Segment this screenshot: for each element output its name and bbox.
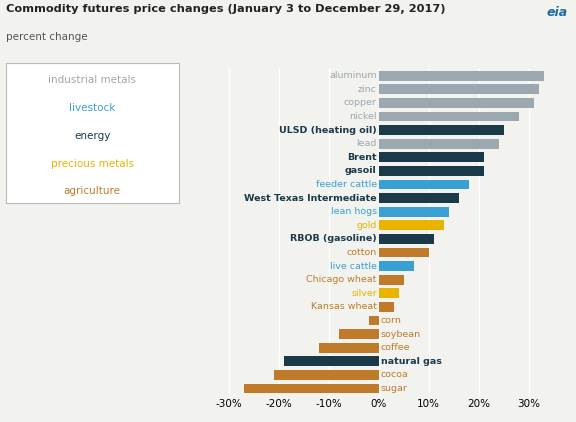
Bar (244, 384, 379, 393)
Text: aluminum: aluminum (329, 71, 377, 80)
Text: Commodity futures price changes (January 3 to December 29, 2017): Commodity futures price changes (January… (6, 4, 445, 14)
Bar (379, 139, 499, 149)
Text: industrial metals: industrial metals (48, 75, 136, 85)
Text: eia: eia (546, 6, 567, 19)
Text: coffee: coffee (381, 343, 410, 352)
Text: corn: corn (381, 316, 401, 325)
Bar (274, 370, 379, 380)
Bar (379, 248, 429, 257)
Bar (379, 98, 534, 108)
Text: Chicago wheat: Chicago wheat (306, 275, 377, 284)
Text: percent change: percent change (6, 32, 88, 42)
Text: lean hogs: lean hogs (331, 207, 377, 216)
Bar (379, 180, 469, 189)
Bar (379, 152, 484, 162)
Text: lead: lead (357, 139, 377, 148)
Text: zinc: zinc (358, 85, 377, 94)
Text: soybean: soybean (381, 330, 421, 338)
Bar (379, 220, 444, 230)
Text: agriculture: agriculture (64, 187, 120, 196)
Bar (379, 234, 434, 244)
Text: Brent: Brent (347, 153, 377, 162)
Text: cocoa: cocoa (381, 371, 409, 379)
Bar (379, 207, 449, 216)
Text: silver: silver (351, 289, 377, 298)
Text: feeder cattle: feeder cattle (316, 180, 377, 189)
Text: gasoil: gasoil (345, 166, 377, 176)
Text: sugar: sugar (381, 384, 408, 393)
Bar (319, 343, 379, 353)
Bar (379, 166, 484, 176)
Text: energy: energy (74, 131, 111, 141)
Text: cotton: cotton (347, 248, 377, 257)
Bar (379, 261, 414, 271)
Text: precious metals: precious metals (51, 159, 134, 168)
Bar (379, 84, 539, 94)
Text: ULSD (heating oil): ULSD (heating oil) (279, 126, 377, 135)
Bar (379, 275, 404, 284)
Text: Kansas wheat: Kansas wheat (311, 303, 377, 311)
Bar (284, 357, 379, 366)
Bar (379, 288, 399, 298)
Text: livestock: livestock (69, 103, 115, 113)
Text: natural gas: natural gas (381, 357, 442, 366)
Bar (379, 71, 544, 81)
Bar (379, 111, 519, 122)
Bar (379, 193, 458, 203)
Text: live cattle: live cattle (330, 262, 377, 271)
Bar (339, 329, 379, 339)
Text: nickel: nickel (349, 112, 377, 121)
Text: RBOB (gasoline): RBOB (gasoline) (290, 234, 377, 243)
Bar (379, 125, 504, 135)
Bar (379, 302, 394, 312)
Text: West Texas Intermediate: West Texas Intermediate (244, 194, 377, 203)
Text: copper: copper (344, 98, 377, 107)
Text: gold: gold (357, 221, 377, 230)
Bar (369, 316, 379, 325)
